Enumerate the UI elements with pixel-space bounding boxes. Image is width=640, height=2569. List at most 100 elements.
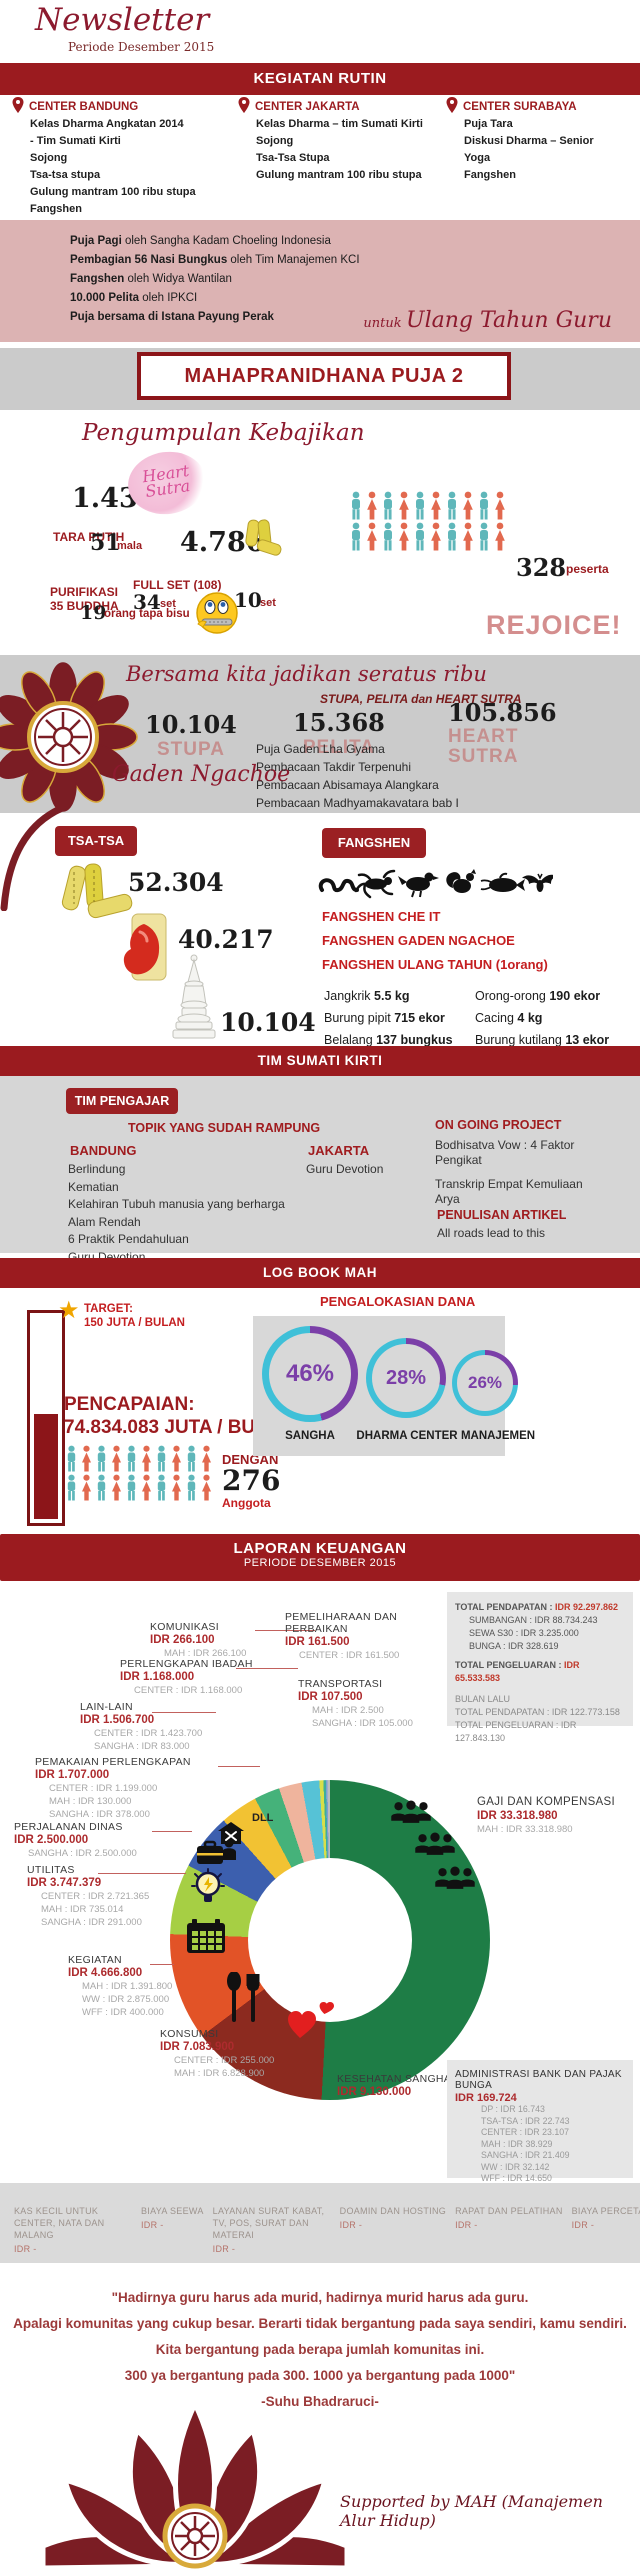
zero-column: DOAMIN DAN HOSTING IDR -	[340, 2205, 446, 2255]
animal-count: Cacing 4 kg	[475, 1011, 543, 1025]
list-item: Alam Rendah	[68, 1214, 141, 1229]
lightbulb-icon	[190, 1868, 226, 1915]
pencapaian: PENCAPAIAN: 74.834.083 JUTA / BULAN	[64, 1394, 295, 1438]
center-bandung-items: Kelas Dharma Angkatan 2014 - Tim Sumati K…	[12, 116, 222, 218]
person-icon	[110, 1474, 123, 1501]
zero-column: LAYANAN SURAT KABAT, TV, POS, SURAT DAN …	[213, 2205, 331, 2255]
ongoing-title: ON GOING PROJECT	[435, 1118, 562, 1132]
fork-spoon-icon	[224, 1971, 260, 2029]
breakdown-line: CENTER : IDR 1.423.700	[94, 1728, 203, 1740]
breakdown-line: WFF : IDR 14.650	[481, 2173, 552, 2183]
list-item: Guru Devotion	[306, 1162, 384, 1176]
flower-stem	[0, 804, 70, 916]
squirrel-icon	[446, 869, 476, 893]
lotus-logo	[35, 2398, 355, 2569]
zero-name: LAYANAN SURAT KABAT, TV, POS, SURAT DAN …	[212, 2206, 325, 2240]
breakdown-line: WW : IDR 2.875.000	[82, 1994, 170, 2006]
breakdown-line: CENTER : IDR 1.168.000	[134, 1685, 243, 1697]
topik-title: TOPIK YANG SUDAH RAMPUNG	[128, 1121, 321, 1135]
person-icon	[445, 491, 459, 520]
pengumpulan-heading: Pengumpulan Kebajikan	[82, 420, 365, 446]
map-pin-icon	[446, 97, 458, 116]
anggota-pictogram	[64, 1444, 214, 1502]
list-item: All roads lead to this	[437, 1226, 546, 1240]
dll-label: DLL	[252, 1812, 274, 1824]
extra-count: 10	[234, 588, 262, 612]
expense-label-komunikasi: KOMUNIKASI IDR 266.100 MAH : IDR 266.100	[150, 1621, 295, 1660]
breakdown-line: SANGHA : IDR 291.000	[41, 1917, 142, 1929]
red-tsa-icon	[116, 912, 172, 989]
gecko-icon	[354, 869, 396, 899]
program-line: FANGSHEN ULANG TAHUN (1orang)	[322, 957, 548, 972]
breakdown-line: WFF : IDR 400.000	[82, 2007, 164, 2019]
stat-stupa: 10.104 STUPA	[145, 710, 237, 760]
bat-icon	[522, 873, 557, 892]
list-item: Diskusi Dharma – Senior	[464, 135, 594, 147]
person-icon	[80, 1445, 93, 1472]
kegiatan-rutin-bar: KEGIATAN RUTIN	[0, 63, 640, 95]
ring-manajemen-pct: 26%	[457, 1355, 513, 1411]
breakdown-line: SANGHA : IDR 83.000	[94, 1741, 190, 1753]
list-item: - Tim Sumati Kirti	[30, 135, 121, 147]
expense-label-pemeliharaan: PEMELIHARAAN DAN PERBAIKAN IDR 161.500 C…	[285, 1611, 403, 1662]
center-jakarta-column: CENTER JAKARTA Kelas Dharma – tim Sumati…	[238, 97, 438, 184]
dedication: untuk Ulang Tahun Guru	[363, 308, 612, 333]
person-icon	[429, 491, 443, 520]
fangshen-badge: FANGSHEN	[322, 828, 426, 858]
admin-box: ADMINISTRASI BANK DAN PAJAK BUNGA IDR 16…	[447, 2060, 633, 2183]
person-icon	[170, 1474, 183, 1501]
breakdown-line: TSA-TSA : IDR 22.743	[481, 2115, 570, 2126]
target-label: TARGET: 150 JUTA / BULAN	[84, 1303, 185, 1329]
list-item: Tsa-Tsa Stupa	[256, 152, 330, 164]
list-item: Sojong	[256, 135, 294, 147]
zero-idr: IDR -	[455, 2220, 478, 2230]
breakdown-line: SANGHA : IDR 378.000	[49, 1809, 150, 1821]
person-icon	[445, 522, 459, 551]
fangshen-col1: Jangkrik 5.5 kg Burung pipit 715 ekor Bela…	[324, 985, 453, 1051]
tsa-tsa-badge: TSA-TSA	[55, 826, 137, 856]
tim-sumati-bar: TIM SUMATI KIRTI	[0, 1046, 640, 1076]
bird-icon	[398, 872, 439, 898]
callout-line	[218, 1766, 260, 1767]
mahapranidhana-title: MAHAPRANIDHANA PUJA 2	[137, 352, 511, 400]
person-icon	[429, 522, 443, 551]
ring-dharma-center: 28%	[366, 1338, 446, 1418]
total-pengeluaran: TOTAL PENGELUARAN : IDR 65.533.583	[455, 1660, 580, 1683]
person-icon	[125, 1445, 138, 1472]
person-icon	[365, 491, 379, 520]
fullset-unit: set	[160, 598, 176, 610]
callout-line	[236, 1668, 298, 1669]
person-icon	[65, 1445, 78, 1472]
expense-label-lain-lain: LAIN-LAIN IDR 1.506.700 CENTER : IDR 1.4…	[80, 1701, 230, 1753]
expense-label-perjalanan: PERJALANAN DINAS IDR 2.500.000 SANGHA : …	[14, 1821, 179, 1860]
artikel-title: PENULISAN ARTIKEL	[437, 1208, 567, 1222]
hearts-icon	[286, 1998, 336, 2047]
mandala-flower-icon	[0, 662, 138, 817]
artikel-items: All roads lead to this	[437, 1226, 545, 1240]
person-icon	[493, 491, 507, 520]
seratus-script-line: Bersama kita jadikan seratus ribu	[126, 662, 487, 686]
zero-idr: IDR -	[339, 2220, 363, 2230]
list-item: Puja Gaden Lha Gyama	[256, 742, 385, 756]
fangshen-col2: Orong-orong 190 ekor Cacing 4 kg Burung ku…	[475, 985, 609, 1051]
ring-manajemen: 26%	[452, 1350, 518, 1416]
tim-pengajar-badge: TIM PENGAJAR	[66, 1088, 178, 1114]
breakdown-line: MAH : IDR 1.391.800	[82, 1981, 173, 1993]
person-icon	[110, 1445, 123, 1472]
expense-label-gaji: GAJI DAN KOMPENSASI IDR 33.318.980 MAH :…	[477, 1796, 617, 1836]
ring-dharma-pct: 28%	[372, 1344, 440, 1412]
zero-name: BIAYA SEEWA	[141, 2206, 204, 2216]
bandung-title: BANDUNG	[70, 1143, 137, 1158]
person-icon	[381, 522, 395, 551]
zero-band: KAS KECIL UNTUK CENTER, NATA DAN MALANG …	[0, 2183, 640, 2263]
tapa-label: orang tapa bisu	[104, 608, 190, 620]
quote-line: "Hadirnya guru harus ada murid, hadirnya…	[111, 2290, 529, 2305]
breakdown-line: SANGHA : IDR 2.500.000	[28, 1848, 137, 1860]
list-item: Tsa-tsa stupa	[30, 169, 101, 181]
ring-dharma-label: DHARMA CENTER	[356, 1430, 458, 1442]
tsa-count-stupa: 10.104	[220, 1008, 316, 1037]
list-item: Bodhisatva Vow : 4 Faktor Pengikat	[435, 1138, 575, 1167]
breakdown-line: DP : IDR 16.743	[481, 2104, 545, 2114]
catfish-icon	[480, 872, 525, 892]
tara-count: 51	[90, 530, 121, 556]
